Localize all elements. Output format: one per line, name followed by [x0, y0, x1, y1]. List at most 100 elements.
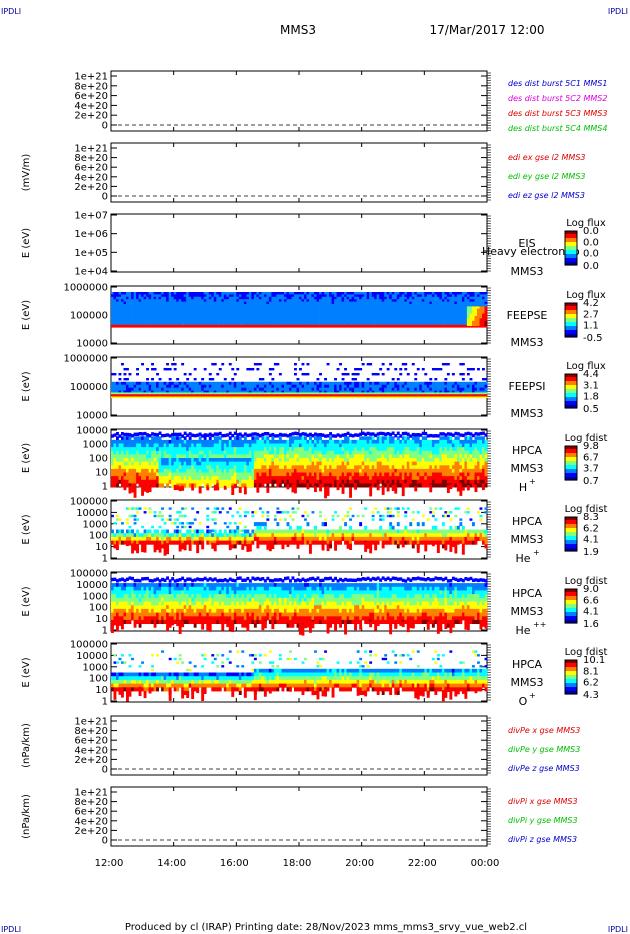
spectrogram-cell: [178, 381, 182, 386]
spectrogram-cell: [381, 363, 385, 366]
spectrogram-cell: [472, 323, 475, 326]
spectrogram-cell: [356, 306, 360, 310]
spectrogram-cell: [228, 316, 232, 319]
spectrogram-cell: [228, 461, 232, 466]
spectrogram-cell: [206, 390, 210, 394]
spectrogram-cell: [369, 396, 373, 399]
spectrogram-cell: [431, 324, 435, 328]
spectrogram-cell: [243, 324, 247, 328]
spectrogram-cell: [256, 387, 260, 392]
spectrogram-cell: [261, 301, 265, 305]
spectrogram-cell: [161, 394, 164, 397]
spectrogram-cell: [183, 322, 187, 325]
spectrogram-cell: [191, 301, 195, 305]
spectrogram-cell: [341, 318, 345, 322]
spectrogram-cell: [474, 301, 478, 305]
spectrogram-cell: [196, 294, 200, 298]
spectrogram-cell: [406, 390, 410, 394]
spectrogram-cell: [359, 390, 363, 394]
spectrogram-cell: [171, 392, 175, 395]
spectrogram-cell: [419, 294, 423, 298]
spectrogram-cell: [369, 392, 373, 395]
spectrogram-cell: [346, 294, 350, 298]
spectrogram-cell: [484, 392, 488, 395]
spectrogram-cell: [306, 324, 310, 328]
spectrogram-cell: [181, 447, 185, 452]
spectrogram-cell: [196, 476, 200, 481]
spectrogram-cell: [136, 447, 139, 452]
spectrogram-cell: [416, 292, 420, 295]
spectrogram-cell: [241, 318, 245, 322]
spectrogram-cell: [171, 322, 175, 325]
spectrogram-cell: [278, 394, 282, 397]
spectrogram-cell: [399, 368, 403, 371]
spectrogram-cell: [221, 299, 225, 302]
spectrogram-cell: [364, 322, 368, 325]
spectrogram-cell: [366, 306, 370, 310]
spectrogram-cell: [236, 384, 240, 389]
spectrogram-cell: [196, 392, 200, 395]
spectrogram-cell: [291, 296, 295, 300]
spectrogram-cell: [213, 308, 217, 312]
spectrogram-cell: [261, 318, 265, 322]
spectrogram-cell: [246, 304, 250, 307]
spectrogram-cell: [131, 381, 134, 386]
spectrogram-cell: [148, 434, 152, 438]
spectrogram-cell: [284, 299, 287, 302]
spectrogram-cell: [138, 324, 142, 328]
spectrogram-cell: [276, 387, 280, 392]
spectrogram-cell: [193, 294, 197, 298]
spectrogram-cell: [444, 294, 448, 298]
spectrogram-cell: [376, 306, 380, 310]
spectrogram-cell: [113, 311, 117, 314]
spectrogram-cell: [173, 387, 177, 392]
spectrogram-cell: [459, 390, 463, 394]
spectrogram-cell: [156, 433, 159, 437]
spectrogram-cell: [158, 476, 162, 481]
spectrogram-cell: [399, 384, 403, 389]
spectrogram-cell: [178, 486, 182, 492]
colorbar-tick-label: 0.0: [583, 237, 599, 248]
spectrogram-cell: [359, 299, 363, 302]
spectrogram-cell: [484, 301, 488, 305]
spectrogram-cell: [374, 301, 378, 305]
spectrogram-cell: [268, 304, 272, 307]
spectrogram-cell: [226, 483, 230, 488]
spectrogram-cell: [459, 394, 463, 397]
spectrogram-cell: [261, 308, 265, 312]
spectrogram-cell: [419, 318, 423, 322]
spectrogram-cell: [128, 468, 132, 473]
spectrogram-cell: [426, 394, 430, 397]
spectrogram-cell: [466, 306, 470, 310]
spectrogram-cell: [178, 311, 182, 314]
spectrogram-cell: [384, 324, 388, 328]
spectrogram-cell: [173, 296, 177, 300]
spectrogram-cell: [208, 316, 212, 319]
spectrogram-cell: [444, 301, 448, 305]
spectrogram-cell: [126, 299, 129, 302]
spectrogram-cell: [416, 387, 420, 392]
spectrogram-cell: [278, 322, 282, 325]
spectrogram-cell: [178, 301, 182, 305]
spectrogram-cell: [248, 313, 252, 317]
spectrogram-cell: [143, 472, 147, 477]
spectrogram-cell: [271, 296, 275, 300]
spectrogram-cell: [396, 394, 400, 397]
spectrogram-cell: [168, 454, 172, 459]
spectrogram-cell: [246, 313, 250, 317]
spectrogram-cell: [163, 368, 167, 371]
spectrogram-cell: [141, 472, 144, 477]
spectrogram-cell: [306, 322, 310, 325]
spectrogram-cell: [256, 384, 260, 389]
spectrogram-cell: [439, 396, 443, 399]
spectrogram-cell: [168, 479, 172, 484]
spectrogram-cell: [116, 304, 119, 307]
spectrogram-cell: [251, 396, 255, 399]
spectrogram-cell: [273, 392, 277, 395]
spectrogram-cell: [218, 479, 222, 484]
spectrogram-cell: [316, 308, 320, 312]
spectrogram-cell: [223, 301, 227, 305]
spectrogram-cell: [341, 299, 345, 302]
spectrogram-cell: [158, 390, 162, 394]
spectrogram-cell: [203, 396, 207, 399]
